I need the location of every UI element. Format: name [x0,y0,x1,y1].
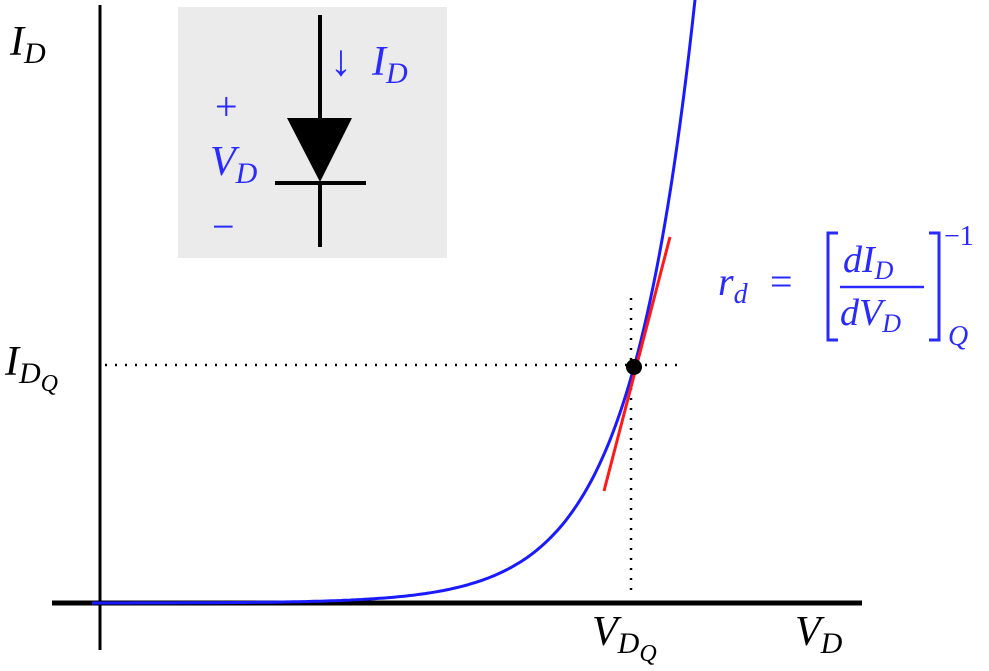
formula-equals: = [770,259,793,304]
label-main: V [795,609,825,655]
label-sub: D [23,37,46,70]
label-sub: D [235,157,258,190]
label-sub: D [385,57,408,90]
right-bracket [929,231,941,342]
label-main: I [371,39,388,85]
formula-exponent: −1 [944,221,974,252]
plus-sign: + [215,84,238,129]
label-main: r [718,259,734,304]
current-arrow: ↓ [330,36,352,85]
inset-current-label: ID [371,39,408,90]
label-subsub: Q [639,641,656,667]
label-main: V [592,609,622,655]
diode-triangle [287,118,352,182]
operating-current-label: IDQ [4,339,58,397]
label-sub: D [874,256,894,285]
formula-lhs: rd [718,259,749,310]
label-main: dI [843,239,877,281]
label-main: V [210,139,240,185]
label-sub: D [18,357,41,390]
label-main: I [4,339,21,385]
formula-denominator: dVD [840,292,901,338]
label-sub: D [617,627,640,660]
label-main: I [9,19,26,65]
iv-curve [92,0,697,605]
formula-subscript: Q [948,321,968,352]
label-subsub: Q [41,371,58,397]
left-bracket [826,231,838,342]
y-axis-label: ID [9,19,46,70]
formula-numerator: dID [843,239,894,285]
label-main: dV [840,292,886,334]
label-sub: D [820,627,843,660]
operating-voltage-label: VDQ [592,609,657,667]
minus-sign: − [212,204,235,249]
operating-point [626,359,642,375]
label-sub: D [881,309,901,338]
inset-voltage-label: VD [210,139,258,190]
x-axis-label: VD [795,609,843,660]
label-sub: d [734,279,749,310]
